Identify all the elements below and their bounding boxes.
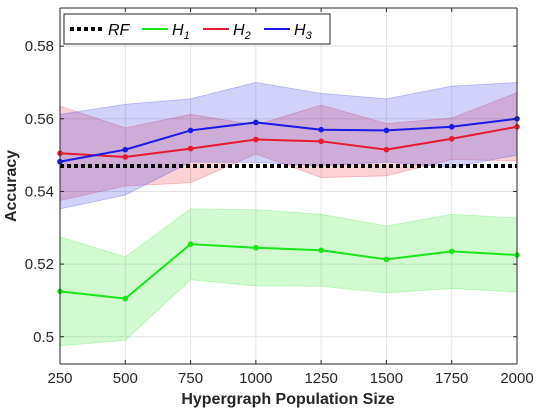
y-tick-label: 0.54 [25, 183, 54, 200]
data-point-h1 [122, 295, 129, 302]
legend-label-rf: RF [108, 22, 131, 39]
axes [59, 7, 518, 365]
data-point-h3 [448, 123, 455, 130]
data-point-h2 [122, 154, 129, 160]
y-tick-label: 0.56 [25, 111, 54, 128]
data-point-h2 [448, 135, 455, 142]
legend-subscript-h3: 3 [306, 30, 313, 42]
series-lines [59, 117, 518, 300]
x-tick-label: 1000 [239, 370, 272, 387]
y-tick-label: 0.5 [33, 329, 54, 346]
data-point-h1 [253, 244, 259, 251]
legend-subscript-h2: 2 [244, 30, 251, 42]
x-tick-label: 1250 [304, 370, 337, 387]
x-tick-label: 2000 [500, 370, 533, 387]
data-point-h3 [122, 146, 129, 153]
legend-subscript-h1: 1 [184, 30, 190, 42]
x-axis-title: Hypergraph Population Size [181, 391, 394, 408]
plot-area [60, 8, 517, 364]
data-point-h2 [318, 138, 324, 145]
data-point-h2 [253, 136, 259, 143]
data-point-h3 [383, 127, 390, 134]
x-tick-label: 1750 [435, 370, 468, 387]
y-tick-label: 0.58 [25, 38, 54, 55]
data-point-h3 [318, 126, 324, 133]
data-point-h2 [187, 145, 194, 152]
data-point-h1 [448, 248, 455, 255]
data-point-h2 [383, 146, 390, 153]
series-line-h1 [59, 243, 518, 300]
series-line-h2 [59, 125, 518, 158]
x-tick-label: 750 [178, 370, 203, 387]
data-point-h1 [383, 256, 390, 263]
y-axis-title: Accuracy [3, 150, 20, 222]
y-tick-label: 0.52 [25, 256, 54, 273]
legend: RF H1 H2 H3 [63, 13, 331, 45]
series-line-h3 [59, 117, 518, 163]
data-point-h3 [187, 127, 194, 134]
data-point-h1 [318, 247, 324, 254]
x-tick-label: 1500 [370, 370, 403, 387]
tick-labels: 250 500 750 1000 1250 1500 1750 2000 0.5 0.52 0.54… [25, 38, 534, 387]
x-tick-label: 250 [47, 370, 72, 387]
legend-box [63, 13, 331, 45]
data-point-h3 [253, 119, 259, 126]
x-tick-label: 500 [113, 370, 138, 387]
data-point-h1 [187, 241, 194, 247]
